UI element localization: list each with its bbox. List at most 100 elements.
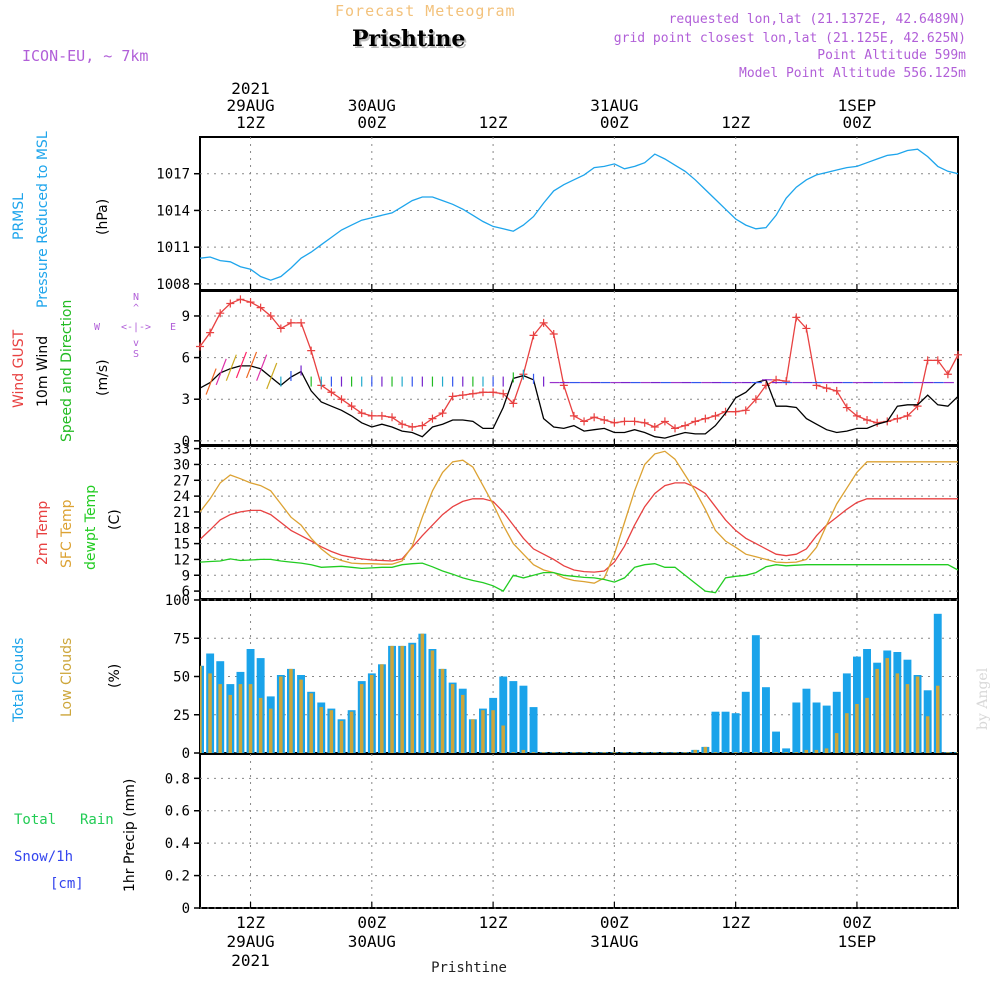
- series-line-sfc-temp: [200, 450, 958, 584]
- total-cloud-bar: [711, 711, 720, 753]
- low-cloud-bar: [723, 752, 728, 753]
- top-axis-label: 30AUG: [348, 96, 396, 115]
- top-axis-label: 00Z: [357, 113, 386, 132]
- pressure-labels: PRMSL Pressure Reduced to MSL (hPa): [11, 131, 111, 308]
- gust-point: [539, 318, 548, 327]
- panel-frame: [199, 290, 959, 446]
- gust-point: [408, 422, 417, 431]
- low-cloud-bar: [845, 713, 849, 753]
- gust-point: [398, 420, 407, 429]
- gust-point: [256, 303, 265, 312]
- gust-point: [206, 328, 215, 337]
- total-cloud-bar: [954, 752, 958, 753]
- low-cloud-bar: [491, 710, 495, 753]
- panel-frame: [199, 136, 959, 291]
- product-title: Forecast Meteogram: [335, 2, 516, 20]
- rain-label: Rain: [80, 812, 114, 828]
- low-cloud-bar: [673, 752, 677, 753]
- y-tick-label: 1017: [156, 167, 190, 183]
- gust-point: [923, 356, 932, 365]
- gust-point: [650, 422, 659, 431]
- low-cloud-bar: [349, 711, 354, 753]
- gust-point: [671, 424, 680, 433]
- total-cloud-bar: [933, 613, 942, 753]
- gust-point: [448, 392, 457, 401]
- gust-point: [580, 417, 589, 426]
- total-cloud-bar: [519, 685, 528, 753]
- low-cloud-bar: [501, 725, 505, 753]
- low-cloud-bar: [936, 685, 940, 753]
- panel-0: 1008 1011 1014 1017: [156, 136, 959, 293]
- precip-unit: 1hr Precip (mm): [122, 779, 138, 892]
- low-cloud-bar: [269, 708, 273, 753]
- cloud-labels: Total Clouds Low Clouds (%): [11, 638, 123, 723]
- bottom-axis-label: 29AUG: [226, 932, 274, 951]
- low-cloud-bar: [572, 752, 576, 753]
- low-cloud-bar: [925, 716, 930, 753]
- station-title: Prishtine: [352, 26, 465, 52]
- y-tick-label: 1011: [156, 240, 190, 256]
- y-tick-label: 6: [182, 351, 190, 367]
- gust-point: [751, 395, 760, 404]
- series-line-wind-gust: [200, 298, 958, 430]
- gust-point: [954, 350, 962, 359]
- low-cloud-bar: [339, 720, 344, 753]
- gust-label: Wind GUST: [11, 329, 27, 408]
- y-tick-label: 0: [182, 901, 190, 917]
- y-tick-label: 21: [173, 505, 190, 521]
- low-cloud-bar: [703, 746, 708, 753]
- low-cloud-bar: [693, 749, 697, 753]
- low-cloud-bar: [905, 684, 910, 753]
- gust-point: [489, 388, 498, 397]
- y-tick-label: 25: [173, 708, 190, 724]
- low-cloud-bar: [855, 704, 859, 753]
- y-tick-label: 9: [182, 309, 190, 325]
- top-axis-label: 12Z: [479, 113, 508, 132]
- total-cloud-bar: [832, 691, 841, 753]
- pressure-msl-label: Pressure Reduced to MSL: [35, 131, 51, 308]
- gust-point: [226, 299, 235, 308]
- gust-point: [388, 413, 397, 422]
- total-label: Total: [14, 812, 56, 828]
- low-cloud-bar: [238, 684, 243, 753]
- top-axis-label: 31AUG: [590, 96, 638, 115]
- low-clouds-label: Low Clouds: [59, 638, 75, 717]
- gust-point: [438, 409, 447, 418]
- gust-point: [377, 411, 386, 420]
- gust-point: [357, 409, 366, 418]
- gust-point: [286, 318, 295, 327]
- low-cloud-bar: [875, 668, 879, 753]
- gust-point: [468, 389, 477, 398]
- total-cloud-bar: [772, 731, 780, 753]
- bottom-axis-label: 12Z: [721, 913, 750, 932]
- low-cloud-bar: [380, 664, 384, 753]
- gust-point: [236, 295, 245, 304]
- gust-point: [428, 414, 437, 423]
- low-cloud-bar: [754, 752, 758, 753]
- low-cloud-bar: [370, 675, 374, 753]
- cm-label: [cm]: [50, 876, 84, 892]
- bottom-axis-label: 30AUG: [348, 932, 396, 951]
- low-cloud-bar: [471, 719, 475, 753]
- wind-compass: N S W E <-|-> ^ v: [94, 292, 176, 360]
- gust-point: [347, 402, 356, 411]
- series-line-10m-wind: [200, 365, 958, 439]
- low-cloud-bar: [642, 752, 647, 753]
- low-cloud-bar: [309, 693, 313, 753]
- low-cloud-bar: [764, 752, 768, 753]
- gust-point: [196, 342, 204, 351]
- gust-point: [337, 395, 346, 404]
- low-cloud-bar: [946, 752, 950, 753]
- total-cloud-bar: [812, 702, 821, 753]
- y-tick-label: 100: [165, 593, 190, 609]
- wind-arrow: [225, 354, 237, 381]
- gust-point: [367, 411, 376, 420]
- low-cloud-bar: [713, 752, 718, 753]
- gust-point: [499, 389, 508, 398]
- total-cloud-bar: [792, 702, 801, 753]
- panel-frame: [199, 753, 959, 909]
- low-cloud-bar: [481, 710, 485, 753]
- low-cloud-bar: [602, 752, 606, 753]
